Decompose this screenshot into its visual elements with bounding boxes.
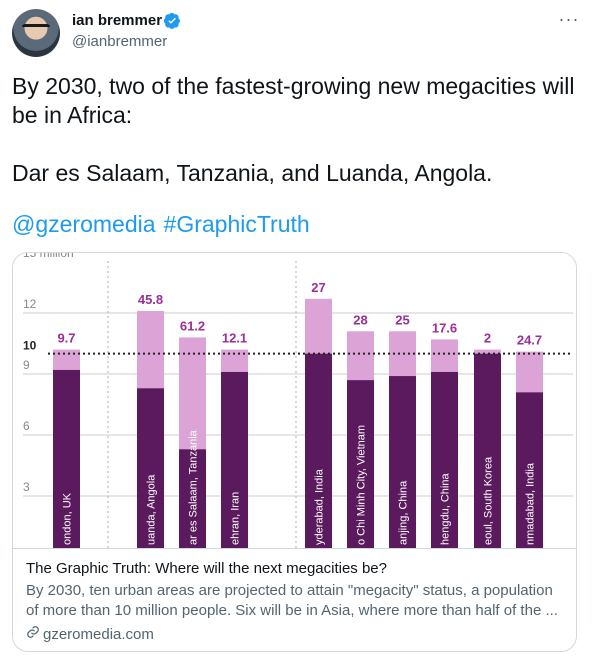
growth-label-2: 61.2 xyxy=(180,318,205,333)
growth-label-4: 27 xyxy=(311,280,325,295)
y-tick-label-3: 3 xyxy=(23,480,30,494)
card-body[interactable]: The Graphic Truth: Where will the next m… xyxy=(13,548,576,651)
link-card[interactable]: 15 million 3 6 9 12 9.7 ondon, UK 45.8 uanda, An… xyxy=(12,252,577,652)
city-label-8: eoul, South Korea xyxy=(483,456,495,545)
bar-2030-7 xyxy=(431,339,458,372)
threshold-label: 10 xyxy=(23,339,37,353)
bar-2030-2 xyxy=(179,337,206,450)
hashtag-link[interactable]: #GraphicTruth xyxy=(163,211,310,237)
bar-current-4 xyxy=(305,353,332,548)
city-label-5: o Chi Minh City, Vietnam xyxy=(356,425,368,545)
bar-2030-3 xyxy=(221,349,248,372)
card-description: By 2030, ten urban areas are projected t… xyxy=(26,582,558,619)
mention-link[interactable]: @gzeromedia xyxy=(12,211,156,237)
city-label-3: ehran, Iran xyxy=(230,492,242,545)
verified-badge-icon xyxy=(164,12,180,29)
more-options-icon[interactable]: ··· xyxy=(558,9,580,29)
y-tick-label-6: 6 xyxy=(23,419,30,433)
link-icon xyxy=(27,626,39,638)
city-label-9: nmadabad, India xyxy=(525,462,537,545)
bar-current-7 xyxy=(431,371,458,548)
bar-current-0 xyxy=(53,369,80,548)
avatar-glasses xyxy=(22,24,50,32)
y-tick-label-12: 12 xyxy=(23,297,37,311)
growth-label-7: 17.6 xyxy=(432,320,457,335)
tweet-line-1: By 2030, two of the fastest-growing new … xyxy=(12,73,575,128)
chart-top-label: 15 million xyxy=(23,253,74,260)
y-tick-label-9: 9 xyxy=(23,358,30,372)
bar-current-5 xyxy=(347,380,374,548)
growth-label-9: 24.7 xyxy=(517,333,542,348)
city-label-2: ar es Salaam, Tanzania xyxy=(188,429,200,545)
bar-current-1 xyxy=(137,388,164,548)
card-domain: gzeromedia.com xyxy=(26,625,565,645)
city-label-4: yderabad, India xyxy=(314,468,326,545)
city-label-7: hengdu, China xyxy=(440,473,452,545)
author-name[interactable]: ian bremmer xyxy=(72,12,163,29)
city-label-6: anjing, China xyxy=(398,480,410,545)
bar-current-3 xyxy=(221,371,248,548)
card-chart-image[interactable]: 15 million 3 6 9 12 9.7 ondon, UK 45.8 uanda, An… xyxy=(13,253,576,548)
bar-2030-0 xyxy=(53,349,80,370)
city-label-0: ondon, UK xyxy=(62,492,74,545)
growth-label-3: 12.1 xyxy=(222,331,247,346)
bar-current-8 xyxy=(474,353,501,548)
growth-label-5: 28 xyxy=(353,312,367,327)
tweet-text: By 2030, two of the fastest-growing new … xyxy=(12,72,582,188)
growth-label-0: 9.7 xyxy=(57,331,75,346)
bar-2030-4 xyxy=(305,298,332,354)
bar-2030-1 xyxy=(137,310,164,389)
bar-current-2 xyxy=(179,449,206,548)
bar-2030-5 xyxy=(347,331,374,381)
avatar[interactable] xyxy=(12,9,60,57)
tweet-links: @gzeromedia #GraphicTruth xyxy=(12,211,318,238)
card-domain-text: gzeromedia.com xyxy=(43,626,154,643)
bar-2030-8 xyxy=(474,349,501,354)
tweet-spacer xyxy=(12,130,582,159)
growth-label-8: 2 xyxy=(484,331,491,346)
growth-label-1: 45.8 xyxy=(138,292,163,307)
megacity-chart: 15 million 3 6 9 12 9.7 ondon, UK 45.8 uanda, An… xyxy=(23,253,573,548)
card-title: The Graphic Truth: Where will the next m… xyxy=(26,560,387,577)
tweet-line-2: Dar es Salaam, Tanzania, and Luanda, Ang… xyxy=(12,160,493,186)
author-handle[interactable]: @ianbremmer xyxy=(72,33,168,50)
growth-label-6: 25 xyxy=(395,312,409,327)
bar-2030-9 xyxy=(516,351,543,393)
bar-current-6 xyxy=(389,376,416,548)
bar-current-9 xyxy=(516,392,543,548)
city-label-1: uanda, Angola xyxy=(146,474,158,545)
